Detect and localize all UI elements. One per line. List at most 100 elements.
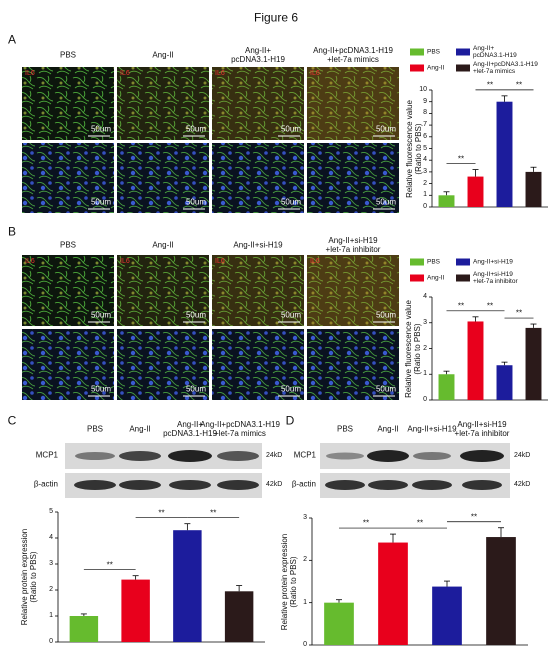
y-tick-label: 4 — [423, 293, 427, 301]
blot-size-label: 24kD — [514, 452, 531, 460]
scale-label: 50um — [375, 310, 396, 320]
legend-swatch — [456, 258, 470, 266]
blot-c — [65, 443, 262, 498]
micrograph-tint — [117, 67, 209, 140]
micrograph — [117, 329, 209, 400]
column-label: Ang-II+si-H19 — [233, 240, 283, 250]
y-tick-label: 3 — [49, 560, 53, 568]
bar — [438, 195, 455, 207]
stain-label: IL6 — [25, 258, 35, 266]
bar — [467, 176, 484, 207]
stain-label: IL6 — [310, 70, 320, 78]
legend-label: Ang-II — [427, 64, 445, 72]
bar — [378, 542, 408, 645]
column-label: Ang-II+si-H19 +let-7a inhibitor — [325, 236, 381, 254]
lane-label: Ang-II+pcDNA3.1-H19 +let-7a mimics — [200, 420, 280, 438]
lane-label: Ang-II — [377, 424, 399, 434]
y-tick-label: 0 — [423, 203, 427, 211]
legend-label: Ang-II — [427, 274, 445, 282]
y-axis-label: Relative fluorescence value (Ratio to PB… — [405, 99, 423, 198]
micrograph — [212, 143, 304, 213]
y-axis-label: Relative protein expression (Ratio to PB… — [280, 533, 298, 630]
legend-swatch — [410, 274, 424, 282]
y-tick-label: 2 — [49, 586, 53, 594]
micrograph — [22, 329, 114, 400]
bar — [224, 591, 254, 642]
scale-label: 50um — [375, 384, 396, 394]
significance-label: ** — [416, 518, 424, 528]
bar — [69, 616, 99, 642]
micrograph — [307, 67, 399, 140]
scale-label: 50um — [90, 124, 111, 134]
micrograph — [117, 143, 209, 213]
legend-swatch — [456, 48, 470, 56]
column-label: Ang-II — [152, 50, 174, 60]
lane-label: Ang-II+ pcDNA3.1-H19 — [163, 420, 217, 438]
figure-title: Figure 6 — [253, 10, 299, 25]
column-label: Ang-II+pcDNA3.1-H19 +let-7a mimics — [313, 46, 393, 64]
y-tick-label: 0 — [49, 638, 53, 646]
blot-size-label: 24kD — [266, 452, 283, 460]
legend-swatch — [456, 274, 470, 282]
legend-label: PBS — [427, 48, 441, 56]
stain-label: IL6 — [120, 258, 130, 266]
legend-swatch — [410, 258, 424, 266]
significance-label: ** — [457, 301, 465, 311]
blot-row-label: MCP1 — [293, 450, 316, 460]
scale-label: 50um — [185, 310, 206, 320]
bar — [173, 530, 202, 642]
significance-label: ** — [210, 508, 217, 518]
bar — [121, 579, 150, 642]
lane-label: Ang-II+si-H19 — [407, 424, 457, 434]
lane-label: Ang-II+si-H19 +let-7a inhibitor — [454, 420, 510, 438]
significance-label: ** — [515, 80, 523, 90]
bar — [467, 321, 484, 400]
stain-label: IL6 — [215, 70, 225, 78]
y-tick-label: 2 — [423, 179, 427, 187]
y-axis-label: Relative fluorescence value (Ratio to PB… — [404, 299, 422, 398]
y-tick-label: 3 — [423, 168, 427, 176]
y-tick-label: 0 — [303, 641, 307, 649]
stain-label: IL6 — [310, 258, 320, 266]
column-label: PBS — [59, 50, 77, 60]
significance-label: ** — [158, 508, 165, 518]
stain-label: IL6 — [25, 70, 35, 78]
significance-label: ** — [106, 560, 113, 570]
legend-label: Ang-II+ pcDNA3.1-H19 — [473, 44, 517, 59]
micrograph-tint — [307, 255, 399, 326]
legend-label: PBS — [427, 258, 441, 266]
y-tick-label: 1 — [423, 370, 427, 378]
significance-label: ** — [486, 301, 494, 311]
bar — [486, 537, 516, 645]
y-tick-label: 0 — [423, 396, 427, 404]
micrograph — [22, 255, 114, 326]
y-tick-label: 3 — [423, 318, 427, 326]
significance-label: ** — [470, 512, 478, 522]
column-label: PBS — [59, 240, 77, 250]
blot-row-label: MCP1 — [35, 450, 58, 460]
micrograph — [212, 255, 304, 326]
y-tick-label: 6 — [423, 132, 427, 140]
significance-label: ** — [486, 80, 494, 90]
micrograph-tint — [212, 255, 304, 326]
y-tick-label: 1 — [423, 191, 427, 199]
micrograph — [307, 143, 399, 213]
legend-swatch — [410, 48, 424, 56]
micrograph — [22, 67, 114, 140]
scale-label: 50um — [280, 197, 301, 207]
micrograph-tint — [307, 67, 399, 140]
y-tick-label: 4 — [49, 534, 53, 542]
blot-d — [320, 443, 510, 498]
y-tick-label: 1 — [303, 598, 307, 606]
bar — [432, 586, 462, 645]
legend-label: Ang-II+pcDNA3.1-H19 +let-7a mimics — [473, 60, 538, 75]
lane-label: Ang-II — [129, 424, 151, 434]
panel-label: B — [7, 224, 17, 239]
lane-label: PBS — [336, 424, 354, 434]
y-tick-label: 10 — [419, 86, 427, 94]
bar — [525, 327, 542, 400]
y-tick-label: 5 — [423, 144, 427, 152]
y-tick-label: 4 — [423, 156, 427, 164]
scale-label: 50um — [185, 197, 206, 207]
